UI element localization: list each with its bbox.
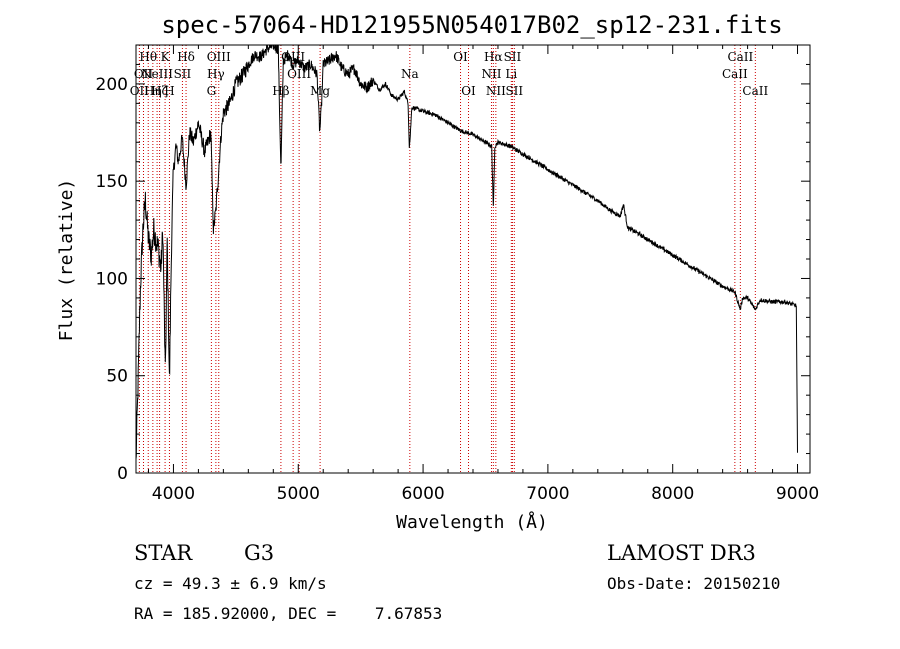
survey-name: LAMOST DR3 bbox=[607, 541, 756, 565]
spectrum-line bbox=[135, 44, 798, 460]
x-tick-label: 7000 bbox=[526, 484, 569, 504]
x-axis-label: Wavelength (Å) bbox=[396, 511, 548, 533]
redshift-value: cz = 49.3 ± 6.9 km/s bbox=[134, 574, 327, 593]
spectral-line-label: OIII bbox=[207, 50, 231, 64]
spectral-line-label: Hη bbox=[144, 84, 162, 98]
spectral-line-label: Hζ bbox=[151, 84, 168, 98]
spectral-line-label: SII bbox=[174, 67, 192, 81]
plot-frame bbox=[135, 44, 811, 474]
spectral-line-label: Na bbox=[401, 67, 419, 81]
coordinates: RA = 185.92000, DEC = 7.67853 bbox=[134, 604, 442, 623]
spectral-line-label: SII bbox=[505, 84, 523, 98]
spectral-line-label: NII bbox=[481, 67, 501, 81]
spectral-line-label: Hα bbox=[484, 50, 503, 64]
y-tick-label: 100 bbox=[96, 269, 128, 289]
spectral-line-label: K bbox=[161, 50, 171, 64]
spectral-line-label: SII bbox=[504, 50, 522, 64]
x-tick-label: 6000 bbox=[401, 484, 444, 504]
x-tick-label: 8000 bbox=[651, 484, 694, 504]
spectral-line-label: CaII bbox=[742, 84, 768, 98]
spectral-line-label: Hθ bbox=[139, 50, 157, 64]
spectral-line-label: OII bbox=[134, 67, 154, 81]
object-subclass: G3 bbox=[244, 541, 274, 565]
object-class: STAR bbox=[134, 541, 193, 565]
y-tick-label: 0 bbox=[117, 464, 128, 484]
observation-date: Obs-Date: 20150210 bbox=[607, 574, 780, 593]
spectral-line-label: CaII bbox=[727, 50, 753, 64]
spectral-line-label: OIII bbox=[281, 50, 305, 64]
spectral-line-label: Mg bbox=[310, 84, 330, 98]
spectral-line-label: OIII bbox=[287, 67, 311, 81]
spectral-line-label: Hβ bbox=[272, 84, 289, 98]
x-tick-label: 4000 bbox=[152, 484, 195, 504]
spectral-line-label: NeIII bbox=[141, 67, 173, 81]
y-axis-label: Flux (relative) bbox=[56, 179, 77, 342]
axis-ticks: 4000 5000 6000 7000 8000 9000 0 50 100 150 200 bbox=[96, 44, 819, 504]
spectral-line-label: NII bbox=[486, 84, 506, 98]
spectral-line-markers bbox=[138, 45, 756, 473]
spectral-line-label: OII bbox=[130, 84, 150, 98]
spectral-line-labels: OIIOIIHθHηNeIIIHζKHSIIHδGHγOIIIHβOIIIOII… bbox=[130, 50, 769, 98]
spectral-line-label: Hδ bbox=[177, 50, 195, 64]
y-tick-label: 200 bbox=[96, 75, 128, 95]
spectral-line-label: OI bbox=[453, 50, 468, 64]
x-tick-label: 9000 bbox=[776, 484, 819, 504]
y-tick-label: 50 bbox=[106, 367, 128, 387]
chart-title: spec-57064-HD121955N054017B02_sp12-231.f… bbox=[161, 11, 782, 39]
spectral-line-label: OI bbox=[461, 84, 476, 98]
spectral-line-label: Li bbox=[505, 67, 517, 81]
x-tick-label: 5000 bbox=[277, 484, 320, 504]
y-tick-label: 150 bbox=[96, 172, 128, 192]
spectral-line-label: G bbox=[207, 84, 217, 98]
spectral-line-label: H bbox=[164, 84, 174, 98]
spectral-line-label: Hγ bbox=[207, 67, 225, 81]
spectrum-series bbox=[135, 44, 798, 460]
spectral-line-label: CaII bbox=[722, 67, 748, 81]
